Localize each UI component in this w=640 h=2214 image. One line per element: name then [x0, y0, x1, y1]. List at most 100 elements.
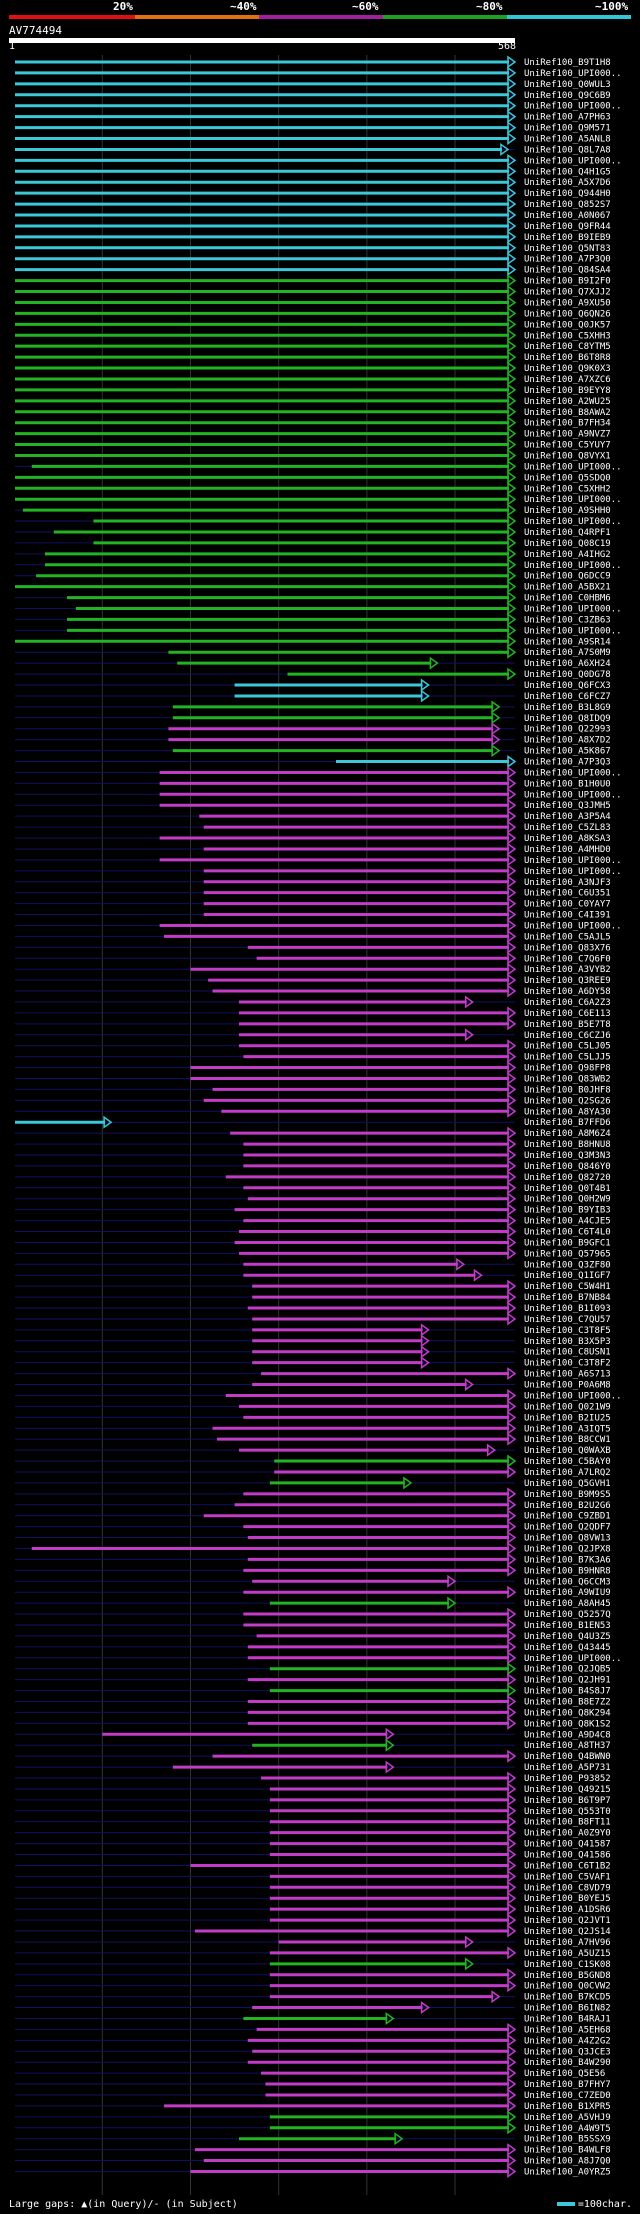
hit-label[interactable]: UniRef100_Q2JQB5: [524, 1665, 611, 1675]
hit-label[interactable]: UniRef100_C6FCZ7: [524, 692, 611, 702]
hit-label[interactable]: UniRef100_B6T9P7: [524, 1796, 611, 1806]
hit-label[interactable]: UniRef100_A7LRQ2: [524, 1468, 611, 1478]
hit-label[interactable]: UniRef100_Q8VYX1: [524, 451, 611, 461]
hit-label[interactable]: UniRef100_B8E7Z2: [524, 1698, 611, 1708]
hit-label[interactable]: UniRef100_UPI000..: [524, 495, 622, 505]
hit-label[interactable]: UniRef100_Q4RPF1: [524, 528, 611, 538]
hit-label[interactable]: UniRef100_A8TH37: [524, 1741, 611, 1751]
hit-label[interactable]: UniRef100_Q4U3Z5: [524, 1632, 611, 1642]
hit-label[interactable]: UniRef100_B7FHY7: [524, 2080, 611, 2090]
hit-label[interactable]: UniRef100_C1SK08: [524, 1960, 611, 1970]
hit-label[interactable]: UniRef100_A5BX21: [524, 583, 611, 593]
hit-label[interactable]: UniRef100_C3T8F2: [524, 1359, 611, 1369]
hit-label[interactable]: UniRef100_Q7XJJ2: [524, 288, 611, 298]
hit-label[interactable]: UniRef100_A4W9T5: [524, 2124, 611, 2134]
hit-label[interactable]: UniRef100_Q41587: [524, 1840, 611, 1850]
hit-label[interactable]: UniRef100_Q553T0: [524, 1807, 611, 1817]
hit-label[interactable]: UniRef100_B6IN82: [524, 2004, 611, 2014]
hit-label[interactable]: UniRef100_C6E113: [524, 1009, 611, 1019]
hit-label[interactable]: UniRef100_B7KCD5: [524, 1993, 611, 2003]
hit-label[interactable]: UniRef100_B7NB84: [524, 1293, 611, 1303]
hit-label[interactable]: UniRef100_C3T8F5: [524, 1326, 611, 1336]
hit-label[interactable]: UniRef100_Q852S7: [524, 200, 611, 210]
hit-label[interactable]: UniRef100_A0YRZ5: [524, 2167, 611, 2177]
hit-label[interactable]: UniRef100_Q5GVH1: [524, 1479, 611, 1489]
hit-label[interactable]: UniRef100_UPI000..: [524, 867, 622, 877]
hit-label[interactable]: UniRef100_Q9K0X3: [524, 364, 611, 374]
hit-label[interactable]: UniRef100_A6XH24: [524, 659, 611, 669]
hit-label[interactable]: UniRef100_UPI000..: [524, 462, 622, 472]
hit-label[interactable]: UniRef100_P93852: [524, 1774, 611, 1784]
hit-label[interactable]: UniRef100_Q3REE9: [524, 976, 611, 986]
hit-label[interactable]: UniRef100_UPI000..: [524, 561, 622, 571]
hit-label[interactable]: UniRef100_Q5NT83: [524, 244, 611, 254]
hit-label[interactable]: UniRef100_Q6FCX3: [524, 681, 611, 691]
hit-label[interactable]: UniRef100_C8USN1: [524, 1348, 611, 1358]
hit-label[interactable]: UniRef100_A5ANL8: [524, 135, 611, 145]
hit-label[interactable]: UniRef100_C8YTM5: [524, 342, 611, 352]
hit-label[interactable]: UniRef100_A5VHJ9: [524, 2113, 611, 2123]
hit-label[interactable]: UniRef100_B2IU25: [524, 1413, 611, 1423]
hit-label[interactable]: UniRef100_C5LJJ5: [524, 1053, 611, 1063]
hit-label[interactable]: UniRef100_B2U2G6: [524, 1501, 611, 1511]
hit-label[interactable]: UniRef100_Q3ZF80: [524, 1260, 611, 1270]
hit-label[interactable]: UniRef100_Q6DCC9: [524, 572, 611, 582]
hit-label[interactable]: UniRef100_C8VD79: [524, 1883, 611, 1893]
hit-label[interactable]: UniRef100_B4RAJ1: [524, 2014, 611, 2024]
hit-label[interactable]: UniRef100_B3X5P3: [524, 1337, 611, 1347]
hit-label[interactable]: UniRef100_A1DSR6: [524, 1905, 611, 1915]
hit-label[interactable]: UniRef100_UPI000..: [524, 856, 622, 866]
hit-label[interactable]: UniRef100_C5XHH2: [524, 484, 611, 494]
hit-label[interactable]: UniRef100_Q0WUL3: [524, 80, 611, 90]
hit-label[interactable]: UniRef100_Q22993: [524, 725, 611, 735]
hit-label[interactable]: UniRef100_B8FT11: [524, 1818, 611, 1828]
hit-label[interactable]: UniRef100_C5BAY0: [524, 1457, 611, 1467]
hit-label[interactable]: UniRef100_Q2JS14: [524, 1927, 611, 1937]
hit-label[interactable]: UniRef100_A8X7D2: [524, 736, 611, 746]
hit-label[interactable]: UniRef100_Q0DG78: [524, 670, 611, 680]
hit-label[interactable]: UniRef100_C5YUY7: [524, 441, 611, 451]
hit-label[interactable]: UniRef100_B9M9S5: [524, 1490, 611, 1500]
hit-label[interactable]: UniRef100_A7XZC6: [524, 375, 611, 385]
hit-label[interactable]: UniRef100_A4Z2G2: [524, 2036, 611, 2046]
hit-label[interactable]: UniRef100_Q0CVW2: [524, 1982, 611, 1992]
hit-label[interactable]: UniRef100_Q82720: [524, 1173, 611, 1183]
hit-label[interactable]: UniRef100_C0YAY7: [524, 900, 611, 910]
hit-label[interactable]: UniRef100_C7QU57: [524, 1315, 611, 1325]
hit-label[interactable]: UniRef100_Q57965: [524, 1249, 611, 1259]
hit-label[interactable]: UniRef100_Q43445: [524, 1643, 611, 1653]
hit-label[interactable]: UniRef100_B1I093: [524, 1304, 611, 1314]
hit-label[interactable]: UniRef100_A0N067: [524, 211, 611, 221]
hit-label[interactable]: UniRef100_B7K3A6: [524, 1555, 611, 1565]
hit-label[interactable]: UniRef100_Q9M571: [524, 124, 611, 134]
hit-label[interactable]: UniRef100_A9XU50: [524, 298, 611, 308]
hit-label[interactable]: UniRef100_UPI000..: [524, 517, 622, 527]
hit-label[interactable]: UniRef100_Q3JCE3: [524, 2047, 611, 2057]
hit-label[interactable]: UniRef100_A3VYB2: [524, 965, 611, 975]
hit-label[interactable]: UniRef100_A6S713: [524, 1370, 611, 1380]
hit-label[interactable]: UniRef100_B3L8G9: [524, 703, 611, 713]
hit-label[interactable]: UniRef100_A9NVZ7: [524, 430, 611, 440]
hit-label[interactable]: UniRef100_A5P731: [524, 1763, 611, 1773]
hit-label[interactable]: UniRef100_Q4BWN0: [524, 1752, 611, 1762]
hit-label[interactable]: UniRef100_C6A2Z3: [524, 998, 611, 1008]
hit-label[interactable]: UniRef100_C6T4L0: [524, 1228, 611, 1238]
hit-label[interactable]: UniRef100_B5GND8: [524, 1971, 611, 1981]
hit-label[interactable]: UniRef100_UPI000..: [524, 605, 622, 615]
hit-label[interactable]: UniRef100_C5AJL5: [524, 932, 611, 942]
hit-label[interactable]: UniRef100_C7Q6F0: [524, 954, 611, 964]
hit-label[interactable]: UniRef100_Q5SDQ0: [524, 473, 611, 483]
hit-label[interactable]: UniRef100_UPI000..: [524, 626, 622, 636]
hit-label[interactable]: UniRef100_B9I2F0: [524, 277, 611, 287]
hit-label[interactable]: UniRef100_A4CJE5: [524, 1217, 611, 1227]
hit-label[interactable]: UniRef100_Q2JH91: [524, 1676, 611, 1686]
hit-label[interactable]: UniRef100_A5EH68: [524, 2025, 611, 2035]
hit-label[interactable]: UniRef100_B9IEB9: [524, 233, 611, 243]
hit-label[interactable]: UniRef100_UPI000..: [524, 921, 622, 931]
hit-label[interactable]: UniRef100_B9T1H8: [524, 58, 611, 68]
hit-label[interactable]: UniRef100_B0YEJ5: [524, 1894, 611, 1904]
hit-label[interactable]: UniRef100_A8YA30: [524, 1107, 611, 1117]
hit-label[interactable]: UniRef100_Q3M3N3: [524, 1151, 611, 1161]
hit-label[interactable]: UniRef100_B4W290: [524, 2058, 611, 2068]
hit-label[interactable]: UniRef100_UPI000..: [524, 102, 622, 112]
